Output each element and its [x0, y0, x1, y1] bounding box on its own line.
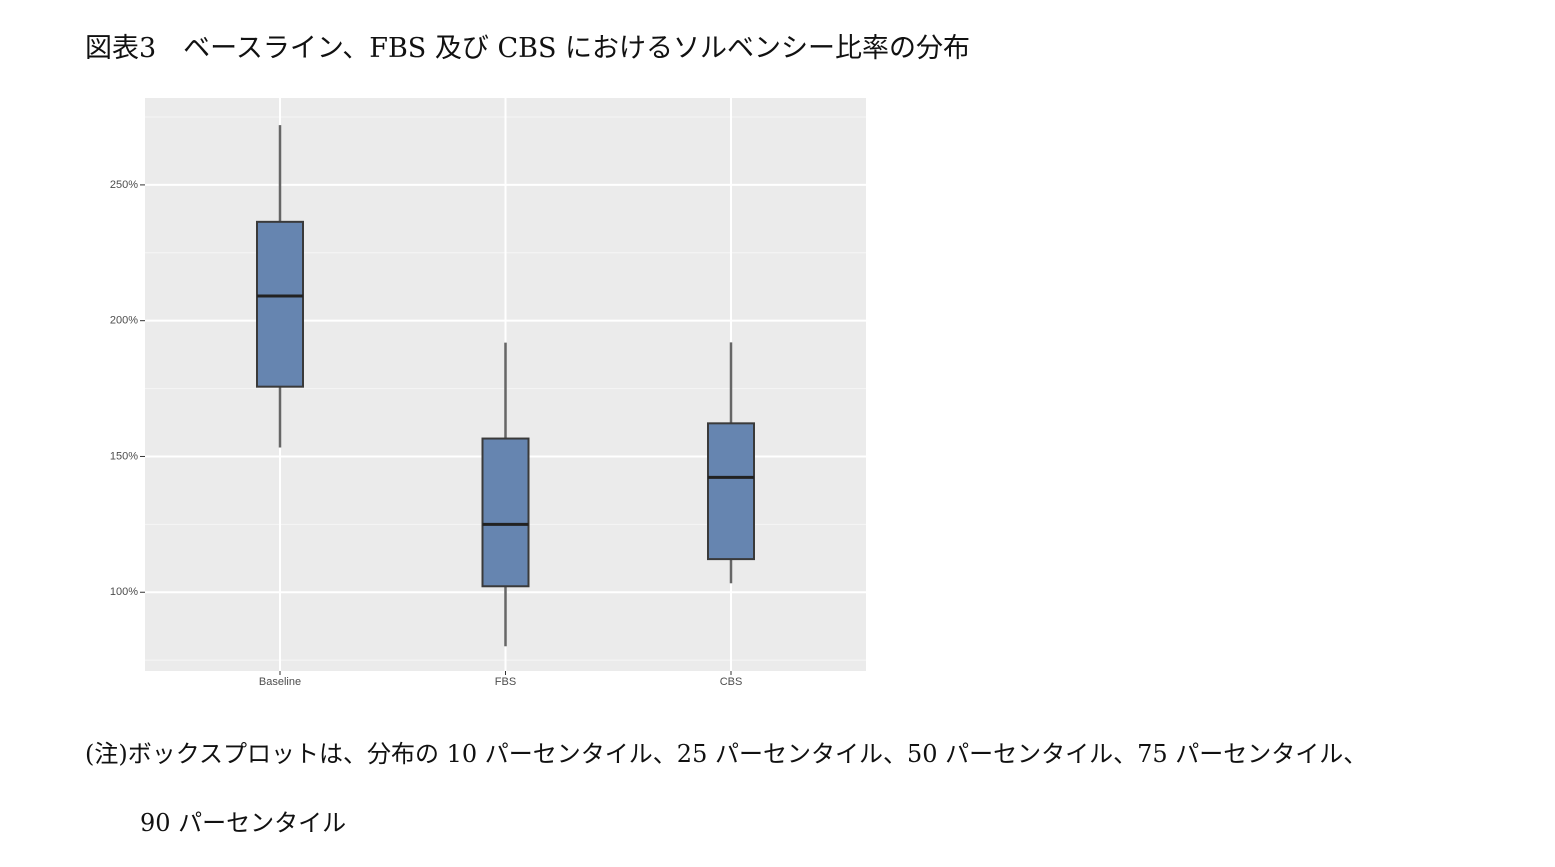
y-tick-label: 250%	[110, 179, 138, 191]
box	[256, 220, 304, 388]
box	[707, 422, 755, 561]
chart-title: 図表3 ベースライン、FBS 及び CBS におけるソルベンシー比率の分布	[85, 33, 970, 64]
y-tick-label: 200%	[110, 315, 138, 327]
y-tick-label: 100%	[110, 586, 138, 598]
x-tick-label: Baseline	[259, 676, 301, 688]
note-line: 90 パーセンタイル	[140, 809, 346, 837]
x-tick-label: FBS	[495, 676, 516, 688]
note-line: (注)ボックスプロットは、分布の 10 パーセンタイル、25 パーセンタイル、5…	[85, 740, 1367, 768]
x-tick-label: CBS	[720, 676, 743, 688]
box	[481, 437, 530, 588]
y-tick-label: 150%	[110, 450, 138, 462]
